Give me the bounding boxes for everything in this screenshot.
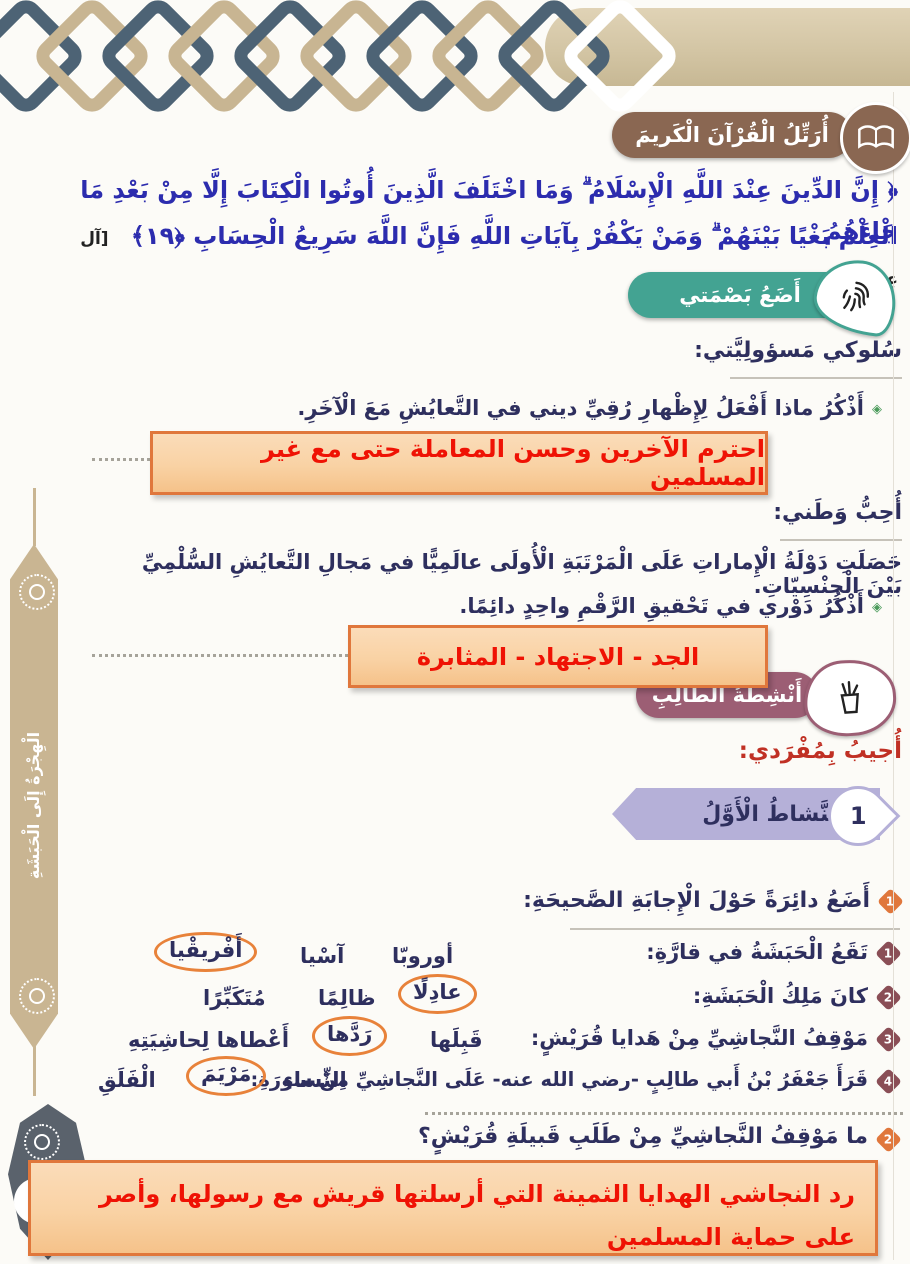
item-3-number: 3 (884, 1032, 893, 1047)
answer-alone-heading: أُجيبُ بِمُفْرَدي: (738, 738, 902, 764)
page-edge-line (893, 92, 894, 1260)
sidebar-unit-tab (10, 544, 58, 1049)
item-4-number: 4 (884, 1074, 893, 1089)
diamond-bullet-icon: ◈ (872, 599, 882, 615)
homeland-prompt-text: أَذْكُرُ دَوْري في تَحْقيقِ الرَّقْمِ وا… (459, 594, 864, 618)
option-circled: رَدَّها (312, 1016, 388, 1056)
quran-verse-line1: ﴿ إِنَّ الدِّينَ عِنْدَ اللَّهِ الْإِسْل… (80, 176, 898, 245)
behavior-answer-box: احترم الآخرين وحسن المعاملة حتى مع غير ا… (150, 431, 768, 495)
quran-verse-line2-text: الْعِلْمُ بَغْيًا بَيْنَهُمْ ۗ وَمَنْ يَ… (130, 222, 898, 250)
activity-1-label: النَّشاطُ الْأَوَّلُ (702, 801, 845, 827)
option: الْفَلَقِ (98, 1068, 156, 1092)
option-circled: أَفْريقْيا (154, 932, 258, 972)
divider (570, 928, 900, 930)
tab-stem-top (33, 488, 36, 546)
q2-answer-box: رد النجاشي الهدايا الثمينة التي أرسلتها … (28, 1160, 878, 1256)
rosette-icon (24, 1124, 60, 1160)
item-1-badge: 1 (875, 940, 902, 967)
banner-recite-quran-label: أُرَتِّلُ الْقُرْآنَ الْكَريمَ (635, 123, 829, 147)
divider (780, 539, 902, 541)
quran-book-icon (840, 102, 910, 174)
chain-ornament (0, 0, 702, 119)
question-2-number: 2 (884, 1132, 893, 1147)
item-1-number: 1 (884, 946, 893, 961)
q1-instruction: أَضَعُ دائِرَةً حَوْلَ الْإِجابَةِ الصَّ… (523, 888, 870, 913)
option: أوروبّا (392, 944, 454, 968)
sidebar-unit-tab-label: الْهِجْرَةُ إِلَى الْحَبَشَةِ (24, 731, 44, 879)
item-3-badge: 3 (875, 1026, 902, 1053)
homeland-fact: حَصَلَتِ دَوْلَةُ الْإِماراتِ عَلَى الْم… (141, 550, 902, 598)
quran-verse-line2: الْعِلْمُ بَغْيًا بَيْنَهُمْ ۗ وَمَنْ يَ… (18, 216, 898, 298)
option: النِّساءِ (283, 1068, 347, 1092)
banner-put-my-mark-label: أَضَعُ بَصْمَتي (679, 283, 801, 307)
option: ظالِمًا (318, 986, 376, 1010)
item-3-question: مَوْقِفُ النَّجاشِيِّ مِنْ هَدايا قُرَيْ… (530, 1026, 868, 1050)
banner-recite-quran: أُرَتِّلُ الْقُرْآنَ الْكَريمَ (612, 112, 852, 158)
header-tan-bar (545, 8, 910, 86)
homeland-prompt: ◈ أَذْكُرُ دَوْري في تَحْقيقِ الرَّقْمِ و… (459, 594, 882, 618)
rosette-icon (19, 574, 55, 610)
behavior-prompt: ◈ أَذْكُرُ ماذا أَفْعَلُ لِإِظْهارِ رُقِي… (297, 396, 882, 420)
fingerprint-icon (810, 255, 900, 339)
q2-question: ما مَوْقِفُ النَّجاشِيِّ مِنْ طَلَبِ قَب… (418, 1124, 868, 1149)
dotted-answer-line (92, 654, 348, 657)
diamond-bullet-icon: ◈ (872, 401, 882, 417)
tab-stem-bottom (33, 1046, 36, 1096)
activity-1-number-leaf: 1 (815, 773, 901, 859)
item-2-question: كانَ مَلِكُ الْحَبَشَةِ: (692, 984, 868, 1008)
option: آسْيا (300, 944, 345, 968)
banner-put-my-mark: أَضَعُ بَصْمَتي (628, 272, 852, 318)
option: قَبِلَها (430, 1028, 483, 1052)
item-2-badge: 2 (875, 984, 902, 1011)
behavior-prompt-text: أَذْكُرُ ماذا أَفْعَلُ لِإِظْهارِ رُقِيِ… (297, 396, 864, 420)
homeland-heading: أُحِبُّ وَطَني: (773, 500, 902, 525)
option-circled: مَرْيَمَ (186, 1056, 267, 1096)
behavior-heading: سُلوكي مَسؤولِيَّتي: (694, 338, 902, 363)
rosette-icon (19, 978, 55, 1014)
option-circled: عادِلًا (398, 974, 477, 1014)
dotted-answer-line (425, 1112, 903, 1115)
item-1-question: تَقَعُ الْحَبَشَةُ في قارَّةِ: (646, 940, 868, 964)
pencil-cup-icon (801, 656, 899, 740)
item-4-question: قَرَأَ جَعْفَرُ بْنُ أَبي طالِبٍ -رضي ال… (250, 1068, 868, 1091)
divider (730, 377, 902, 379)
option: أَعْطاها لِحاشِيَتِهِ (128, 1028, 290, 1052)
option: مُتَكَبِّرًا (203, 986, 266, 1010)
homeland-answer-box: الجد - الاجتهاد - المثابرة (348, 625, 768, 688)
question-2-badge: 2 (875, 1126, 902, 1153)
activity-1-number: 1 (849, 802, 867, 831)
question-1-badge: 1 (877, 888, 904, 915)
item-4-badge: 4 (875, 1068, 902, 1095)
item-2-number: 2 (884, 990, 893, 1005)
